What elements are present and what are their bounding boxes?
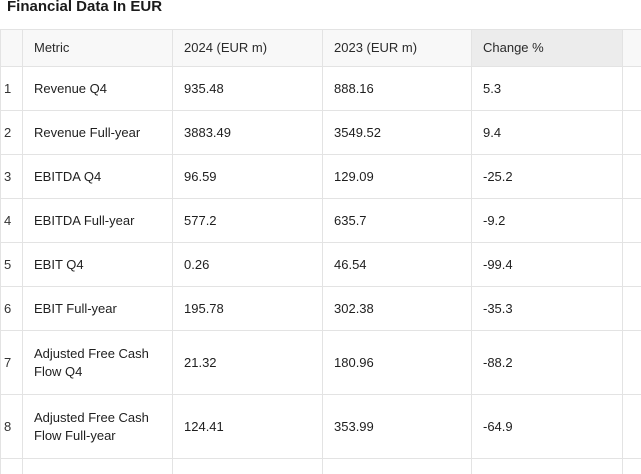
cell-2024[interactable]: 577.2: [172, 198, 323, 243]
column-header-2024[interactable]: 2024 (EUR m): [172, 29, 323, 67]
cell-metric[interactable]: EBITDA Q4: [22, 154, 173, 199]
cell-change[interactable]: -35.3: [471, 286, 623, 331]
cell-metric[interactable]: Adjusted Free Cash Flow Q4: [22, 330, 173, 395]
row-index: 7: [0, 330, 23, 395]
table-row-empty: [0, 458, 641, 474]
table-header-row: Metric 2024 (EUR m) 2023 (EUR m) Change …: [0, 29, 641, 67]
cell-change[interactable]: 5.3: [471, 66, 623, 111]
cell-metric[interactable]: EBIT Full-year: [22, 286, 173, 331]
column-header-filler: [622, 29, 641, 67]
cell-filler: [622, 286, 641, 331]
cell-filler: [622, 330, 641, 395]
cell-change[interactable]: 9.4: [471, 110, 623, 155]
cell-empty: [471, 458, 623, 474]
cell-2023[interactable]: 353.99: [322, 394, 472, 459]
row-index: 1: [0, 66, 23, 111]
row-index-header: [0, 29, 23, 67]
cell-filler: [622, 198, 641, 243]
row-index: 4: [0, 198, 23, 243]
cell-filler: [622, 110, 641, 155]
cell-2023[interactable]: 888.16: [322, 66, 472, 111]
cell-metric[interactable]: Adjusted Free Cash Flow Full-year: [22, 394, 173, 459]
cell-2024[interactable]: 21.32: [172, 330, 323, 395]
cell-2024[interactable]: 195.78: [172, 286, 323, 331]
cell-2023[interactable]: 3549.52: [322, 110, 472, 155]
cell-metric[interactable]: Revenue Full-year: [22, 110, 173, 155]
cell-2023[interactable]: 46.54: [322, 242, 472, 287]
data-table-container[interactable]: Metric 2024 (EUR m) 2023 (EUR m) Change …: [0, 29, 641, 474]
row-index: 3: [0, 154, 23, 199]
cell-metric[interactable]: Revenue Q4: [22, 66, 173, 111]
column-header-metric[interactable]: Metric: [22, 29, 173, 67]
cell-empty: [172, 458, 323, 474]
cell-2024[interactable]: 96.59: [172, 154, 323, 199]
table-row[interactable]: 4 EBITDA Full-year 577.2 635.7 -9.2: [0, 198, 641, 243]
cell-2023[interactable]: 129.09: [322, 154, 472, 199]
cell-change[interactable]: -99.4: [471, 242, 623, 287]
cell-metric[interactable]: EBITDA Full-year: [22, 198, 173, 243]
row-index: 8: [0, 394, 23, 459]
table-row[interactable]: 8 Adjusted Free Cash Flow Full-year 124.…: [0, 394, 641, 459]
cell-filler: [622, 394, 641, 459]
cell-change[interactable]: -64.9: [471, 394, 623, 459]
cell-change[interactable]: -9.2: [471, 198, 623, 243]
table-row[interactable]: 7 Adjusted Free Cash Flow Q4 21.32 180.9…: [0, 330, 641, 395]
cell-2024[interactable]: 3883.49: [172, 110, 323, 155]
data-table: Metric 2024 (EUR m) 2023 (EUR m) Change …: [0, 29, 641, 474]
cell-2024[interactable]: 124.41: [172, 394, 323, 459]
cell-change[interactable]: -88.2: [471, 330, 623, 395]
cell-filler: [622, 66, 641, 111]
cell-empty: [322, 458, 472, 474]
cell-metric[interactable]: EBIT Q4: [22, 242, 173, 287]
column-header-2023[interactable]: 2023 (EUR m): [322, 29, 472, 67]
cell-2023[interactable]: 302.38: [322, 286, 472, 331]
table-row[interactable]: 2 Revenue Full-year 3883.49 3549.52 9.4: [0, 110, 641, 155]
row-index: 2: [0, 110, 23, 155]
table-row[interactable]: 5 EBIT Q4 0.26 46.54 -99.4: [0, 242, 641, 287]
table-title: Financial Data In EUR: [7, 0, 163, 15]
cell-filler: [622, 458, 641, 474]
cell-filler: [622, 242, 641, 287]
row-index: 5: [0, 242, 23, 287]
cell-2023[interactable]: 180.96: [322, 330, 472, 395]
row-index: [0, 458, 23, 474]
cell-filler: [622, 154, 641, 199]
table-row[interactable]: 3 EBITDA Q4 96.59 129.09 -25.2: [0, 154, 641, 199]
cell-2024[interactable]: 935.48: [172, 66, 323, 111]
column-header-change[interactable]: Change %: [471, 29, 623, 67]
cell-change[interactable]: -25.2: [471, 154, 623, 199]
table-row[interactable]: 6 EBIT Full-year 195.78 302.38 -35.3: [0, 286, 641, 331]
table-row[interactable]: 1 Revenue Q4 935.48 888.16 5.3: [0, 66, 641, 111]
cell-2023[interactable]: 635.7: [322, 198, 472, 243]
row-index: 6: [0, 286, 23, 331]
cell-empty: [22, 458, 173, 474]
cell-2024[interactable]: 0.26: [172, 242, 323, 287]
